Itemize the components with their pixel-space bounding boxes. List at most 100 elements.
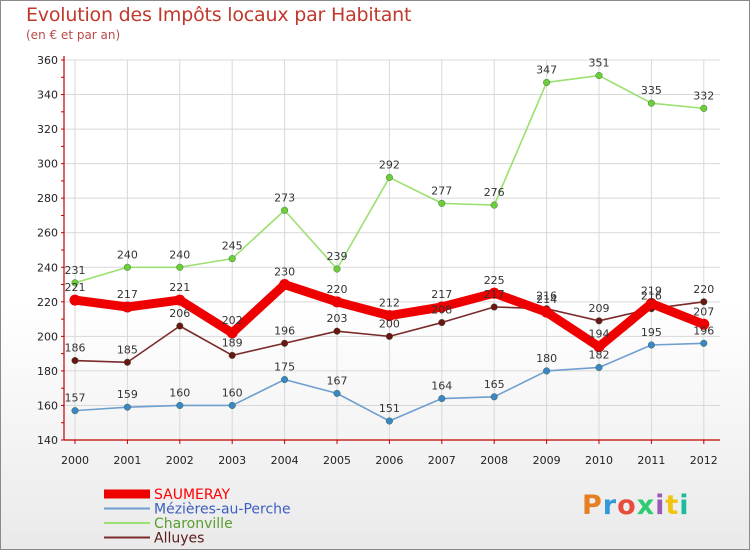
data-label-alluyes: 203 xyxy=(327,312,348,325)
data-point-charonville xyxy=(281,206,289,214)
data-label-alluyes: 220 xyxy=(693,283,714,296)
data-point-alluyes xyxy=(333,327,341,335)
data-point-mezieres-au-perche xyxy=(543,367,551,375)
data-label-alluyes: 189 xyxy=(222,336,243,349)
data-point-saumeray xyxy=(331,296,343,308)
logo-letter: i xyxy=(655,490,666,521)
data-label-saumeray: 194 xyxy=(589,328,610,341)
data-point-saumeray xyxy=(436,301,448,313)
data-point-saumeray xyxy=(488,287,500,299)
legend-label-saumeray: SAUMERAY xyxy=(154,487,231,503)
x-tick-label: 2008 xyxy=(480,454,508,467)
x-tick-label: 2003 xyxy=(218,454,246,467)
y-tick-label: 140 xyxy=(37,434,58,447)
data-point-alluyes xyxy=(385,332,393,340)
y-tick-label: 360 xyxy=(37,54,58,67)
chart-subtitle: (en € et par an) xyxy=(26,28,121,42)
data-point-charonville xyxy=(543,78,551,86)
x-tick-label: 2006 xyxy=(375,454,403,467)
data-label-charonville: 351 xyxy=(589,57,610,70)
data-point-saumeray xyxy=(541,306,553,318)
x-tick-label: 2012 xyxy=(690,454,718,467)
data-label-mezieres-au-perche: 167 xyxy=(327,374,348,387)
data-label-saumeray: 212 xyxy=(379,297,400,310)
data-point-saumeray xyxy=(383,310,395,322)
data-label-charonville: 277 xyxy=(431,184,452,197)
data-label-alluyes: 209 xyxy=(589,302,610,315)
data-point-charonville xyxy=(333,265,341,273)
legend-label-mezieres-au-perche: Mézières-au-Perche xyxy=(154,502,291,518)
data-label-charonville: 276 xyxy=(484,186,505,199)
data-label-mezieres-au-perche: 164 xyxy=(431,380,452,393)
data-label-saumeray: 221 xyxy=(169,281,190,294)
data-label-alluyes: 200 xyxy=(379,317,400,330)
data-label-alluyes: 186 xyxy=(65,342,86,355)
data-label-charonville: 245 xyxy=(222,240,243,253)
x-tick-label: 2009 xyxy=(533,454,561,467)
data-label-saumeray: 214 xyxy=(536,293,557,306)
data-label-mezieres-au-perche: 182 xyxy=(589,348,610,361)
logo-letter: t xyxy=(665,490,680,521)
data-point-mezieres-au-perche xyxy=(228,401,236,409)
data-point-charonville xyxy=(385,173,393,181)
proxiti-logo: Proxiti xyxy=(582,490,690,521)
data-point-mezieres-au-perche xyxy=(71,407,79,415)
data-label-charonville: 239 xyxy=(327,250,348,263)
y-tick-label: 180 xyxy=(37,365,58,378)
y-tick-label: 220 xyxy=(37,296,58,309)
data-point-alluyes xyxy=(123,358,131,366)
data-label-mezieres-au-perche: 165 xyxy=(484,378,505,391)
data-label-saumeray: 220 xyxy=(327,283,348,296)
data-label-saumeray: 230 xyxy=(274,266,295,279)
data-label-saumeray: 225 xyxy=(484,274,505,287)
data-label-mezieres-au-perche: 180 xyxy=(536,352,557,365)
y-tick-label: 240 xyxy=(37,261,58,274)
legend-label-charonville: Charonville xyxy=(154,516,233,532)
data-point-mezieres-au-perche xyxy=(438,395,446,403)
data-label-alluyes: 216 xyxy=(641,290,662,303)
y-tick-label: 320 xyxy=(37,123,58,136)
y-tick-label: 300 xyxy=(37,158,58,171)
data-point-alluyes xyxy=(490,303,498,311)
data-label-mezieres-au-perche: 196 xyxy=(693,324,714,337)
data-point-mezieres-au-perche xyxy=(281,376,289,384)
data-point-mezieres-au-perche xyxy=(333,389,341,397)
data-label-alluyes: 208 xyxy=(431,304,452,317)
data-point-charonville xyxy=(438,199,446,207)
data-label-alluyes: 196 xyxy=(274,324,295,337)
data-label-charonville: 240 xyxy=(169,248,190,261)
data-label-alluyes: 217 xyxy=(484,288,505,301)
data-label-alluyes: 216 xyxy=(536,290,557,303)
x-tick-label: 2004 xyxy=(271,454,299,467)
data-point-charonville xyxy=(490,201,498,209)
y-tick-label: 280 xyxy=(37,192,58,205)
data-point-charonville xyxy=(700,104,708,112)
x-tick-label: 2002 xyxy=(166,454,194,467)
x-tick-label: 2010 xyxy=(585,454,613,467)
data-point-alluyes xyxy=(228,351,236,359)
data-point-charonville xyxy=(176,263,184,271)
y-tick-label: 160 xyxy=(37,399,58,412)
data-point-charonville xyxy=(647,99,655,107)
data-point-mezieres-au-perche xyxy=(647,341,655,349)
x-tick-label: 2011 xyxy=(637,454,665,467)
data-point-mezieres-au-perche xyxy=(595,363,603,371)
logo-letter: i xyxy=(679,490,690,521)
legend-label-alluyes: Alluyes xyxy=(154,531,204,547)
logo-letter: x xyxy=(636,490,656,521)
data-label-alluyes: 206 xyxy=(169,307,190,320)
data-point-saumeray xyxy=(121,301,133,313)
y-tick-label: 200 xyxy=(37,330,58,343)
logo-letter: P xyxy=(582,490,603,521)
data-point-mezieres-au-perche xyxy=(176,401,184,409)
data-point-charonville xyxy=(228,255,236,263)
data-label-mezieres-au-perche: 159 xyxy=(117,388,138,401)
data-point-alluyes xyxy=(595,317,603,325)
data-label-charonville: 332 xyxy=(693,89,714,102)
data-label-saumeray: 219 xyxy=(641,285,662,298)
data-label-saumeray: 207 xyxy=(693,305,714,318)
data-label-alluyes: 185 xyxy=(117,343,138,356)
x-tick-label: 2000 xyxy=(61,454,89,467)
data-point-alluyes xyxy=(281,339,289,347)
data-point-mezieres-au-perche xyxy=(700,339,708,347)
